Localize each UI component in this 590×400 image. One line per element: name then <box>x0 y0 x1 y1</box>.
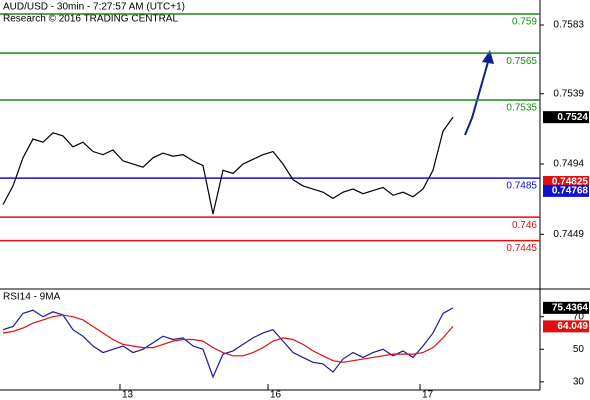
series-line <box>2 314 454 363</box>
price-tag-label: 0.7524 <box>557 112 588 123</box>
price-tag-label: 0.74768 <box>552 186 589 197</box>
x-tick-label: 16 <box>270 390 282 400</box>
price-tag <box>543 111 589 124</box>
level-label: 0.759 <box>512 17 537 28</box>
rsi-title: RSI14 - 9MA <box>3 292 61 303</box>
chart-subtitle: Research © 2016 TRADING CENTRAL <box>3 14 178 25</box>
y-tick-label: 0.7583 <box>553 20 584 31</box>
level-label: 0.746 <box>512 220 537 231</box>
price-tag-label: 0.74825 <box>552 177 589 188</box>
y-tick-label: 30 <box>573 376 585 387</box>
level-label: 0.7535 <box>506 103 537 114</box>
level-label: 0.7565 <box>506 56 537 67</box>
level-label: 0.7485 <box>506 181 537 192</box>
price-tag <box>543 320 589 333</box>
y-tick-label: 70 <box>573 311 585 322</box>
y-tick-label: 0.7494 <box>553 159 584 170</box>
chart-title: AUD/USD - 30min - 7:27:57 AM (UTC+1) <box>3 2 185 13</box>
price-tag <box>543 184 589 197</box>
series-line <box>2 307 454 379</box>
y-tick-label: 0.7449 <box>553 229 584 240</box>
price-tag-label: 75.4364 <box>552 302 589 313</box>
price-tag-label: 64.049 <box>557 321 588 332</box>
series-line <box>2 116 454 215</box>
y-tick-label: 0.7539 <box>553 88 584 99</box>
level-label: 0.7445 <box>506 243 537 254</box>
x-tick-label: 13 <box>122 390 134 400</box>
y-tick-label: 50 <box>573 344 585 355</box>
x-tick-label: 17 <box>422 390 434 400</box>
price-tag <box>543 301 589 314</box>
